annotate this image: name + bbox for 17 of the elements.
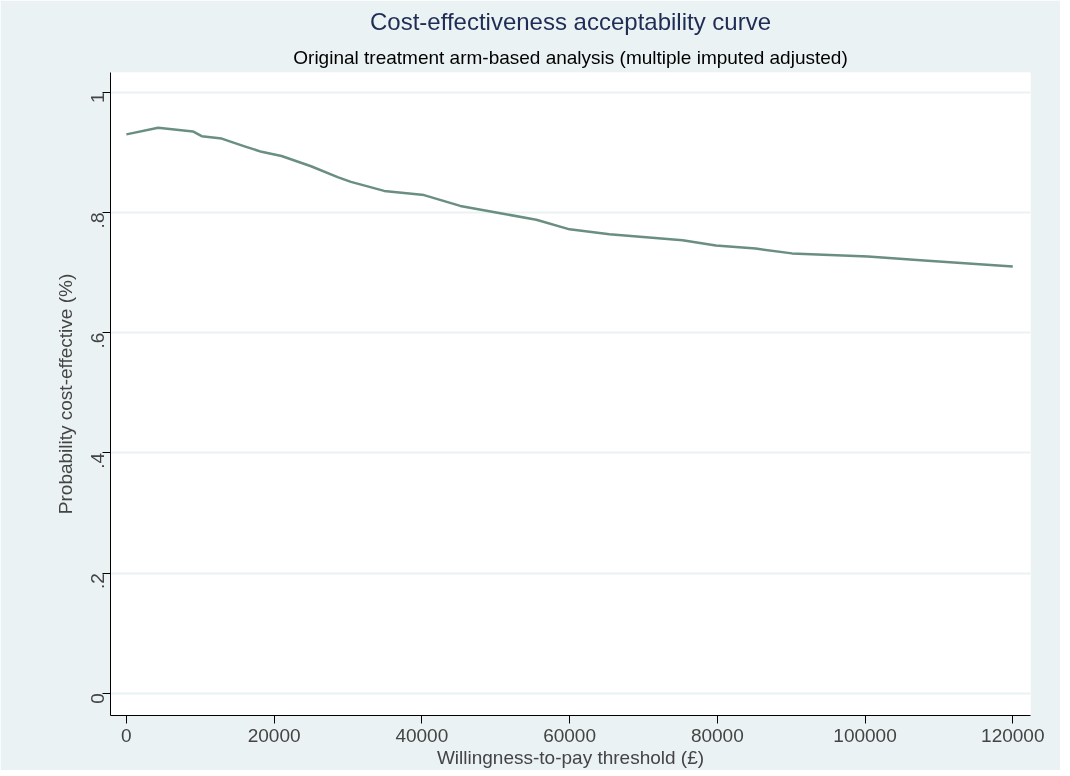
y-axis-title: Probability cost-effective (%) [54, 273, 76, 515]
x-tick-label: 80000 [690, 724, 744, 746]
x-axis-title: Willingness-to-pay threshold (£) [436, 746, 705, 768]
x-tick-label: 20000 [247, 724, 301, 746]
chart-subtitle: Original treatment arm-based analysis (multiple imputed adjusted) [293, 46, 848, 68]
y-tick-label: 1 [87, 92, 108, 103]
x-tick-label: 40000 [395, 724, 449, 746]
x-tick-label: 100000 [833, 724, 897, 746]
chart-title: Cost-effectiveness acceptability curve [369, 7, 772, 35]
y-tick-label: .6 [87, 332, 108, 349]
y-tick-label: .2 [87, 573, 108, 589]
x-tick-label: 60000 [543, 724, 596, 746]
x-tick-label: 0 [121, 724, 132, 746]
y-tick-label: .8 [87, 212, 108, 229]
y-tick-label: 0 [87, 693, 108, 704]
x-tick-label: 120000 [981, 724, 1045, 746]
y-tick-label: .4 [87, 452, 108, 469]
